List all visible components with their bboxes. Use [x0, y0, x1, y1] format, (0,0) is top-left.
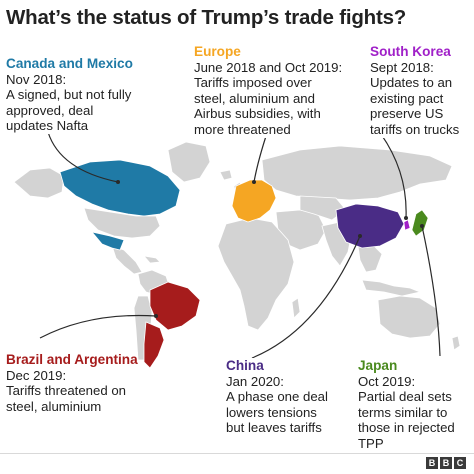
- footer-divider: [0, 453, 474, 454]
- callout-south-korea-line: Updates to an: [370, 75, 453, 91]
- bbc-logo: B B C: [426, 457, 466, 469]
- madagascar-land: [291, 297, 301, 319]
- callout-canada-mexico-line: Nov 2018:: [6, 71, 67, 87]
- callout-japan-line: Oct 2019:: [358, 373, 416, 389]
- callout-south-korea-heading: South Korea: [370, 44, 451, 59]
- callout-europe-line: steel, aluminium and: [194, 90, 315, 106]
- arrow-south-korea: [377, 129, 407, 219]
- callout-canada-mexico: Canada and Mexico Nov 2018: A signed, bu…: [6, 56, 133, 134]
- australia-land: [377, 295, 441, 339]
- callout-china: China Jan 2020: A phase one deal lowers …: [226, 358, 328, 436]
- callout-canada-mexico-line: approved, deal: [6, 102, 94, 118]
- callout-japan-heading: Japan: [358, 358, 398, 373]
- callout-china-line: Jan 2020:: [226, 373, 284, 389]
- callout-china-line: but leaves tariffs: [226, 420, 322, 436]
- new-zealand-land: [451, 335, 461, 351]
- indonesia-land: [361, 279, 422, 297]
- callout-europe-line: Tariffs imposed over: [194, 75, 312, 91]
- africa-land: [217, 217, 295, 331]
- europe-region: [231, 179, 277, 223]
- arrow-japan: [421, 225, 441, 357]
- callout-brazil-argentina-line: Dec 2019:: [6, 367, 67, 383]
- south-korea-region: [403, 219, 411, 231]
- argentina-region: [143, 321, 165, 369]
- usa-land: [83, 207, 161, 239]
- alaska-land: [13, 167, 65, 199]
- callout-japan-line: Partial deal sets: [358, 389, 452, 405]
- callout-canada-mexico-line: updates Nafta: [6, 118, 89, 134]
- arrow-brazil-argentina: [39, 314, 157, 339]
- japan-region: [411, 209, 429, 237]
- callout-south-korea-line: preserve US: [370, 106, 444, 122]
- callout-brazil-argentina: Brazil and Argentina Dec 2019: Tariffs t…: [6, 352, 138, 415]
- russia-land: [261, 145, 453, 201]
- callout-japan-line: terms similar to: [358, 404, 448, 420]
- page-title: What’s the status of Trump’s trade fight…: [6, 6, 407, 29]
- callout-canada-mexico-line: A signed, but not fully: [6, 87, 132, 103]
- footer: [0, 452, 474, 474]
- callout-china-line: A phase one deal: [226, 389, 328, 405]
- brazil-region: [149, 281, 201, 331]
- callout-south-korea-line: tariffs on trucks: [370, 121, 460, 137]
- callout-japan-line: TPP: [358, 435, 384, 451]
- callout-europe-heading: Europe: [194, 44, 241, 59]
- arrow-china: [251, 235, 361, 359]
- china-region: [335, 203, 405, 249]
- callout-europe: Europe June 2018 and Oct 2019: Tariffs i…: [194, 44, 343, 138]
- canada-mexico-region: [59, 159, 181, 217]
- bbc-logo-block: B: [440, 457, 452, 469]
- callout-south-korea: South Korea Sept 2018: Updates to an exi…: [370, 44, 460, 138]
- callout-canada-mexico-heading: Canada and Mexico: [6, 56, 133, 71]
- callout-south-korea-line: existing pact: [370, 90, 444, 106]
- callout-europe-line: Airbus subsidies, with: [194, 106, 321, 122]
- central-asia-land: [299, 195, 347, 221]
- caribbean-land: [142, 255, 161, 264]
- callout-south-korea-line: Sept 2018:: [370, 59, 434, 75]
- callout-japan-line: those in rejected: [358, 420, 455, 436]
- mexico-region: [90, 231, 125, 251]
- callout-brazil-argentina-line: Tariffs threatened on: [6, 383, 126, 399]
- bbc-logo-block: B: [426, 457, 438, 469]
- callout-europe-line: June 2018 and Oct 2019:: [194, 59, 343, 75]
- central-america-land: [111, 245, 143, 275]
- callout-china-line: lowers tensions: [226, 404, 317, 420]
- callout-europe-line: more threatened: [194, 121, 291, 137]
- greenland-land: [167, 141, 211, 183]
- callout-japan: Japan Oct 2019: Partial deal sets terms …: [358, 358, 455, 452]
- arrow-canada-mexico: [47, 131, 119, 183]
- callout-china-heading: China: [226, 358, 264, 373]
- callout-brazil-argentina-line: steel, aluminium: [6, 398, 102, 414]
- bbc-logo-block: C: [454, 457, 466, 469]
- callout-brazil-argentina-heading: Brazil and Argentina: [6, 352, 138, 367]
